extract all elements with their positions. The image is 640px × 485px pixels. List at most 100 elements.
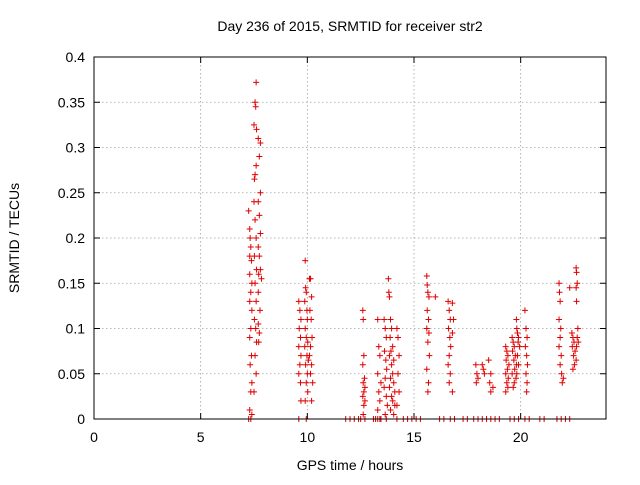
data-point [390,379,397,386]
data-point [246,271,253,278]
data-point [309,379,316,386]
data-point [485,357,492,364]
data-point [449,300,456,307]
data-point [473,370,480,377]
data-point [308,361,315,368]
data-point [424,289,431,296]
data-point [481,370,488,377]
data-point [523,325,529,332]
data-point [257,266,264,273]
data-point [445,361,452,368]
data-point [374,316,381,323]
data-point [424,282,431,289]
data-point [376,397,383,404]
data-point [556,280,563,287]
data-point [301,298,308,305]
data-point [558,352,565,359]
data-point [516,343,523,350]
data-point [556,316,563,323]
data-point [247,235,254,241]
data-point [248,411,255,418]
data-point [387,348,394,355]
data-point [425,316,432,323]
data-point [524,334,531,341]
data-point [307,343,314,350]
data-point [509,348,516,355]
data-point [360,411,367,418]
data-point [502,370,509,377]
data-point [301,343,308,350]
data-point [515,339,522,346]
data-point [302,284,309,291]
data-point [296,307,303,314]
data-point [251,121,257,128]
data-point [557,298,564,305]
data-point [396,388,403,395]
data-point [522,343,529,350]
data-point [302,361,309,368]
data-point [445,298,452,305]
data-point [251,176,258,183]
data-point [388,325,395,332]
data-point [432,293,439,300]
data-point [572,348,579,355]
data-point [387,316,394,323]
data-point [246,334,253,341]
data-point [253,162,260,169]
data-point [374,406,381,413]
data-point [381,384,388,391]
x-tick-label: 5 [197,429,205,445]
y-tick-label: 0.05 [58,366,85,382]
data-point [557,334,564,341]
data-point [375,343,382,350]
data-point [246,298,253,305]
data-point [388,361,395,368]
data-point [573,269,580,276]
data-point [389,370,396,377]
data-point [255,244,262,251]
data-point [385,275,392,282]
data-point [295,343,302,350]
data-point [359,393,366,400]
data-point [361,397,368,404]
data-point [253,235,260,241]
data-point [574,325,581,332]
chart-title: Day 236 of 2015, SRMTID for receiver str… [217,18,483,34]
data-point [569,366,576,373]
data-point [255,271,262,278]
data-point [514,330,521,337]
data-point [359,307,366,314]
data-point [446,307,453,314]
y-tick-label: 0.2 [66,230,86,246]
data-point [253,370,260,377]
tick-layer: 0 5 10 15 20 0 0.05 0.1 0.15 0.2 0.25 0.3 0.35 0.4 [58,49,606,445]
data-point [386,352,393,359]
data-point [246,225,253,232]
data-point [257,230,264,237]
data-point [523,352,530,359]
data-point [445,325,452,332]
data-point [487,388,494,395]
y-tick-label: 0.35 [58,94,85,110]
data-point [297,379,304,386]
data-point [479,361,486,368]
data-point [568,330,575,337]
data-point [252,352,259,359]
data-point [423,273,430,280]
x-tick-label: 0 [90,429,98,445]
data-point [425,379,432,386]
data-point [381,316,388,323]
marks-layer [245,79,582,422]
data-point [255,198,262,205]
x-tick-label: 10 [300,429,316,445]
data-point [523,388,530,395]
data-point [387,375,394,382]
data-point [383,366,390,373]
data-point [558,370,565,377]
y-tick-label: 0.4 [66,49,86,65]
data-point [360,402,367,409]
data-point [523,370,529,377]
data-point [255,135,262,142]
data-point [570,352,577,359]
data-point [573,343,580,350]
